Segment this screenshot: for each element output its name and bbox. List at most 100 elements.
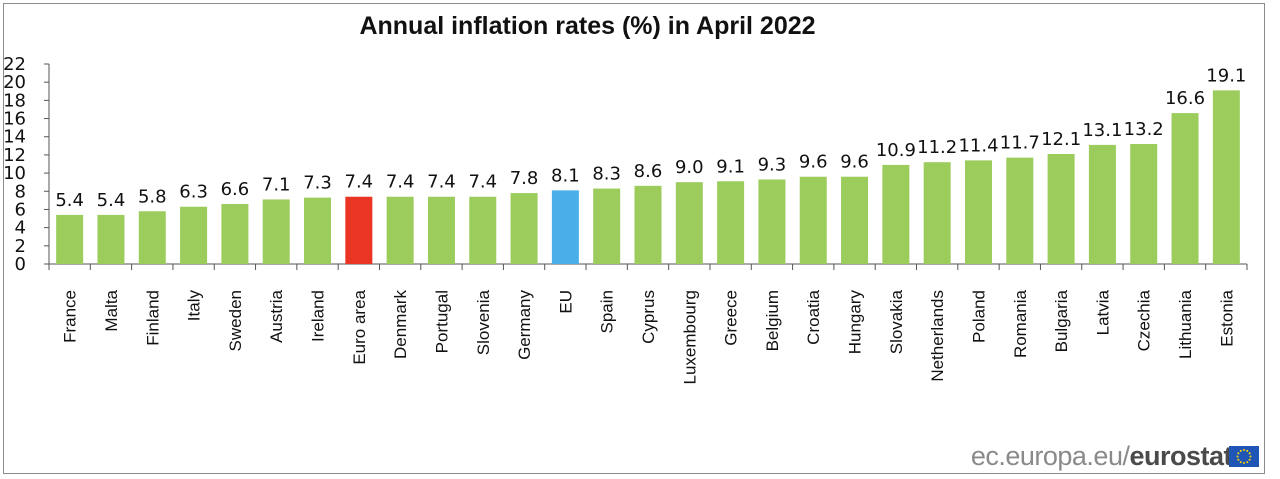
category-label: Luxembourg — [680, 290, 699, 385]
y-tick-label: 16 — [3, 109, 26, 130]
bar — [56, 214, 84, 264]
bar — [427, 196, 455, 264]
data-label: 13.2 — [1124, 119, 1164, 140]
eu-flag-star — [1249, 455, 1252, 458]
y-tick-label: 4 — [15, 218, 26, 239]
bar — [882, 164, 910, 264]
data-label: 8.6 — [634, 161, 663, 182]
data-label: 7.4 — [386, 172, 415, 193]
eu-flag-star — [1237, 458, 1240, 461]
bar — [180, 206, 208, 264]
source-brand: eurostat — [1129, 441, 1232, 471]
data-label: 11.2 — [917, 137, 957, 158]
category-label: Sweden — [226, 290, 245, 351]
data-label: 6.3 — [179, 182, 208, 203]
eu-flag-star — [1236, 455, 1239, 458]
bar — [469, 196, 497, 264]
bar — [634, 185, 662, 264]
bar — [1088, 144, 1116, 264]
data-label: 7.8 — [510, 168, 539, 189]
category-label: Czechia — [1135, 289, 1154, 351]
eu-flag-star — [1237, 452, 1240, 455]
category-label: Italy — [185, 290, 204, 322]
data-label: 9.0 — [675, 157, 704, 178]
bar — [304, 197, 332, 264]
data-label: 7.4 — [427, 172, 456, 193]
data-label: 12.1 — [1041, 129, 1081, 150]
bar — [262, 199, 290, 264]
y-tick-label: 6 — [15, 199, 26, 220]
data-label: 16.6 — [1165, 88, 1205, 109]
data-label: 10.9 — [876, 140, 916, 161]
category-label: Hungary — [846, 290, 865, 355]
data-label: 11.4 — [958, 135, 998, 156]
category-label: Cyprus — [639, 290, 658, 344]
bar — [593, 188, 621, 264]
data-label: 9.6 — [799, 152, 828, 173]
category-label: Slovenia — [474, 289, 493, 355]
eu-flag-star — [1246, 449, 1249, 452]
y-tick-label: 10 — [3, 163, 26, 184]
data-label: 7.3 — [303, 173, 332, 194]
y-tick-label: 14 — [3, 127, 26, 148]
category-label: Estonia — [1217, 289, 1236, 346]
eu-flag-star — [1248, 452, 1251, 455]
eu-flag-star — [1239, 461, 1242, 464]
bar — [923, 162, 951, 264]
category-label: Austria — [267, 289, 286, 342]
eu-flag-star — [1248, 458, 1251, 461]
category-label: Netherlands — [928, 290, 947, 382]
y-tick-label: 18 — [3, 90, 26, 111]
bar — [1171, 113, 1199, 264]
data-label: 6.6 — [221, 179, 250, 200]
source-prefix: ec.europa.eu/ — [970, 441, 1130, 471]
chart-frame — [3, 3, 1265, 474]
bar — [1047, 154, 1075, 264]
y-tick-label: 2 — [15, 236, 26, 257]
bar — [1130, 144, 1158, 264]
eu-flag-star — [1239, 449, 1242, 452]
eu-flag-star — [1243, 449, 1245, 451]
bar — [758, 179, 786, 264]
data-label: 11.7 — [1000, 133, 1040, 154]
data-label: 5.4 — [55, 190, 84, 211]
category-label: Denmark — [391, 290, 410, 359]
y-tick-label: 12 — [3, 145, 26, 166]
bar — [138, 211, 166, 264]
eu-flag-star — [1243, 462, 1245, 464]
category-label: Spain — [598, 290, 617, 333]
bar — [97, 214, 125, 264]
category-label: Croatia — [804, 289, 823, 344]
bar — [1006, 157, 1034, 264]
category-label: Malta — [102, 289, 121, 331]
category-label: Romania — [1011, 289, 1030, 358]
bar — [221, 204, 249, 264]
category-label: Greece — [722, 290, 741, 346]
bar — [386, 196, 414, 264]
data-label: 5.8 — [138, 186, 167, 207]
bar — [964, 160, 992, 264]
bar — [510, 193, 538, 264]
y-tick-label: 8 — [15, 181, 26, 202]
data-label: 9.3 — [758, 154, 787, 175]
y-tick-label: 20 — [3, 72, 26, 93]
bar — [841, 176, 869, 264]
y-tick-label: 22 — [3, 54, 26, 75]
data-label: 8.3 — [592, 164, 621, 185]
eu-flag-star — [1246, 461, 1249, 464]
chart-title: Annual inflation rates (%) in April 2022 — [359, 12, 816, 40]
bar — [799, 176, 827, 264]
category-label: Poland — [969, 290, 988, 343]
category-label: Slovakia — [887, 289, 906, 354]
data-label: 7.4 — [345, 172, 374, 193]
category-label: Germany — [515, 290, 534, 360]
category-label: France — [61, 290, 80, 343]
data-label: 7.1 — [262, 174, 291, 195]
data-label: 9.1 — [716, 156, 745, 177]
eu-flag-icon — [1229, 446, 1259, 467]
bar — [551, 190, 579, 264]
data-label: 19.1 — [1206, 65, 1246, 86]
category-label: Belgium — [763, 290, 782, 351]
category-label: Bulgaria — [1052, 289, 1071, 352]
